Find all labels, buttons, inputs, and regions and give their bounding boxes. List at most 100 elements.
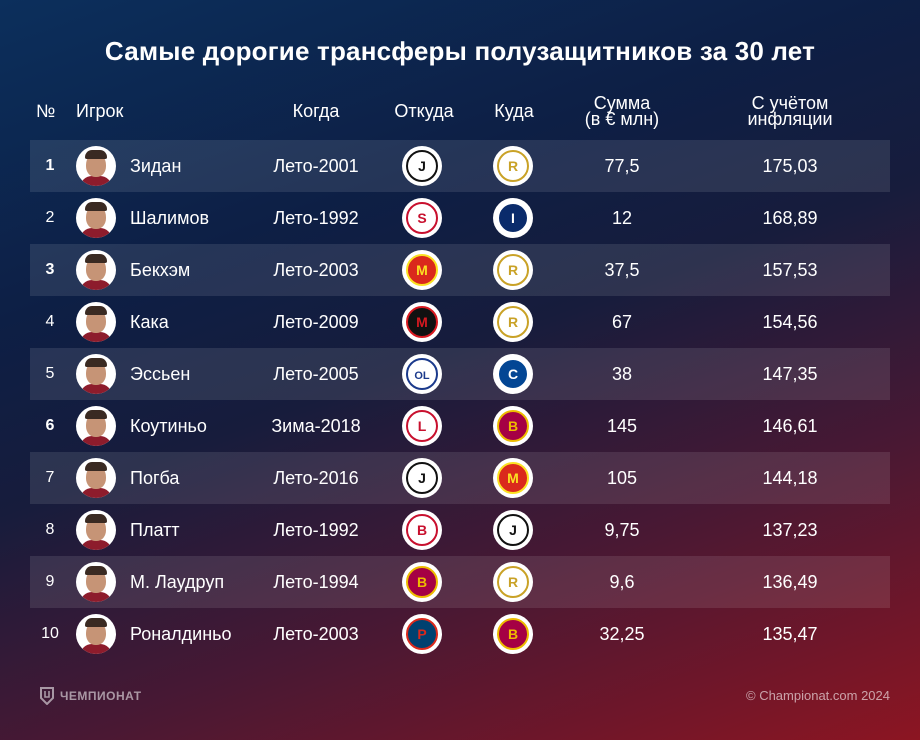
- header-num: №: [36, 101, 56, 121]
- inflation-adjusted-fee: 168,89: [762, 208, 818, 228]
- player-name: Эссьен: [130, 364, 191, 384]
- transfer-fee: 12: [611, 208, 633, 228]
- svg-text:R: R: [508, 262, 518, 278]
- lyon-crest-icon: OL: [402, 354, 442, 394]
- table-row: 4 Кака Лето-2009 M R 67 154,56: [30, 296, 890, 348]
- table-header: № Игрок Когда Откуда Куда Сумма (в € млн)…: [30, 93, 890, 135]
- rank-number: 3: [45, 261, 55, 278]
- player-avatar: [76, 406, 116, 446]
- svg-text:I: I: [511, 210, 515, 226]
- player-name: Коутиньо: [130, 416, 207, 436]
- player-name: Зидан: [130, 156, 182, 176]
- barcelona-crest-icon: B: [493, 614, 533, 654]
- svg-text:M: M: [416, 262, 428, 278]
- svg-text:J: J: [509, 522, 517, 538]
- table-row: 9 М. Лаудруп Лето-1994 B R 9,6 136,49: [30, 556, 890, 608]
- header-sum: Сумма (в € млн): [562, 93, 682, 129]
- transfer-date: Лето-2009: [273, 312, 359, 332]
- inflation-adjusted-fee: 144,18: [762, 468, 818, 488]
- svg-text:R: R: [508, 158, 518, 174]
- rank-number: 1: [45, 157, 55, 174]
- inflation-adjusted-fee: 147,35: [762, 364, 818, 384]
- player-avatar: [76, 250, 116, 290]
- spartak-crest-icon: S: [402, 198, 442, 238]
- psg-crest-icon: P: [402, 614, 442, 654]
- transfer-date: Лето-2016: [273, 468, 359, 488]
- player-name: Бекхэм: [130, 260, 191, 280]
- header-sum-line2: (в € млн): [584, 109, 660, 129]
- transfer-date: Лето-2001: [273, 156, 359, 176]
- transfers-table: 1 Зидан Лето-2001 J R 77,5 175,03 2 Шалимов Лето-…: [30, 140, 890, 660]
- header-to: Куда: [494, 101, 534, 121]
- svg-text:M: M: [416, 314, 428, 330]
- transfer-fee: 9,75: [604, 520, 640, 540]
- player-avatar: [76, 354, 116, 394]
- player-avatar: [76, 302, 116, 342]
- juventus-crest-icon: J: [402, 458, 442, 498]
- chelsea-crest-icon: C: [493, 354, 533, 394]
- table-row: 6 Коутиньо Зима-2018 L B 145 146,61: [30, 400, 890, 452]
- juventus-crest-icon: J: [402, 146, 442, 186]
- inflation-adjusted-fee: 175,03: [762, 156, 818, 176]
- transfer-fee: 38: [611, 364, 633, 384]
- svg-text:J: J: [418, 470, 426, 486]
- transfer-date: Лето-1992: [273, 520, 359, 540]
- rank-number: 6: [45, 417, 55, 434]
- rank-number: 4: [45, 313, 55, 330]
- inflation-adjusted-fee: 157,53: [762, 260, 818, 280]
- header-inflation: С учётом инфляции: [730, 94, 850, 128]
- table-row: 5 Эссьен Лето-2005 OL C 38 147,35: [30, 348, 890, 400]
- transfer-date: Лето-1994: [273, 572, 359, 592]
- rank-number: 2: [45, 209, 55, 226]
- inflation-adjusted-fee: 136,49: [762, 572, 818, 592]
- player-name: М. Лаудруп: [130, 572, 225, 592]
- barcelona-crest-icon: B: [402, 562, 442, 602]
- table-row: 8 Платт Лето-1992 B J 9,75 137,23: [30, 504, 890, 556]
- table-row: 7 Погба Лето-2016 J M 105 144,18: [30, 452, 890, 504]
- svg-text:R: R: [508, 314, 518, 330]
- real-crest-icon: R: [493, 562, 533, 602]
- table-row: 3 Бекхэм Лето-2003 M R 37,5 157,53: [30, 244, 890, 296]
- table-row: 1 Зидан Лето-2001 J R 77,5 175,03: [30, 140, 890, 192]
- shield-icon: [40, 687, 54, 705]
- rank-number: 7: [45, 469, 55, 486]
- brand-logo: ЧЕМПИОНАТ: [40, 686, 142, 706]
- player-name: Роналдиньо: [130, 624, 232, 644]
- svg-text:OL: OL: [414, 370, 430, 382]
- transfer-fee: 67: [611, 312, 633, 332]
- header-sum-line1: Сумма: [593, 93, 651, 113]
- juventus-crest-icon: J: [493, 510, 533, 550]
- rank-number: 8: [45, 521, 55, 538]
- player-avatar: [76, 198, 116, 238]
- rank-number: 5: [45, 365, 55, 382]
- inflation-adjusted-fee: 146,61: [762, 416, 818, 436]
- transfer-fee: 32,25: [599, 624, 645, 644]
- bari-crest-icon: B: [402, 510, 442, 550]
- player-avatar: [76, 510, 116, 550]
- svg-text:J: J: [418, 158, 426, 174]
- transfer-date: Лето-2005: [273, 364, 359, 384]
- inflation-adjusted-fee: 135,47: [762, 624, 818, 644]
- liverpool-crest-icon: L: [402, 406, 442, 446]
- svg-text:P: P: [417, 626, 426, 642]
- transfer-date: Зима-2018: [271, 416, 361, 436]
- manutd-crest-icon: M: [493, 458, 533, 498]
- transfer-fee: 105: [606, 468, 638, 488]
- real-crest-icon: R: [493, 250, 533, 290]
- header-when: Когда: [292, 101, 340, 121]
- transfer-fee: 77,5: [604, 156, 640, 176]
- transfer-fee: 9,6: [609, 572, 635, 592]
- player-avatar: [76, 614, 116, 654]
- manutd-crest-icon: M: [402, 250, 442, 290]
- header-player: Игрок: [76, 101, 124, 121]
- transfer-date: Лето-2003: [273, 624, 359, 644]
- page-title: Самые дорогие трансферы полузащитников з…: [104, 36, 816, 66]
- transfer-fee: 37,5: [604, 260, 640, 280]
- player-name: Погба: [130, 468, 180, 488]
- rank-number: 9: [45, 573, 55, 590]
- player-name: Платт: [130, 520, 180, 540]
- brand-name: ЧЕМПИОНАТ: [60, 689, 142, 703]
- header-from: Откуда: [394, 101, 454, 121]
- real-crest-icon: R: [493, 146, 533, 186]
- table-row: 2 Шалимов Лето-1992 S I 12 168,89: [30, 192, 890, 244]
